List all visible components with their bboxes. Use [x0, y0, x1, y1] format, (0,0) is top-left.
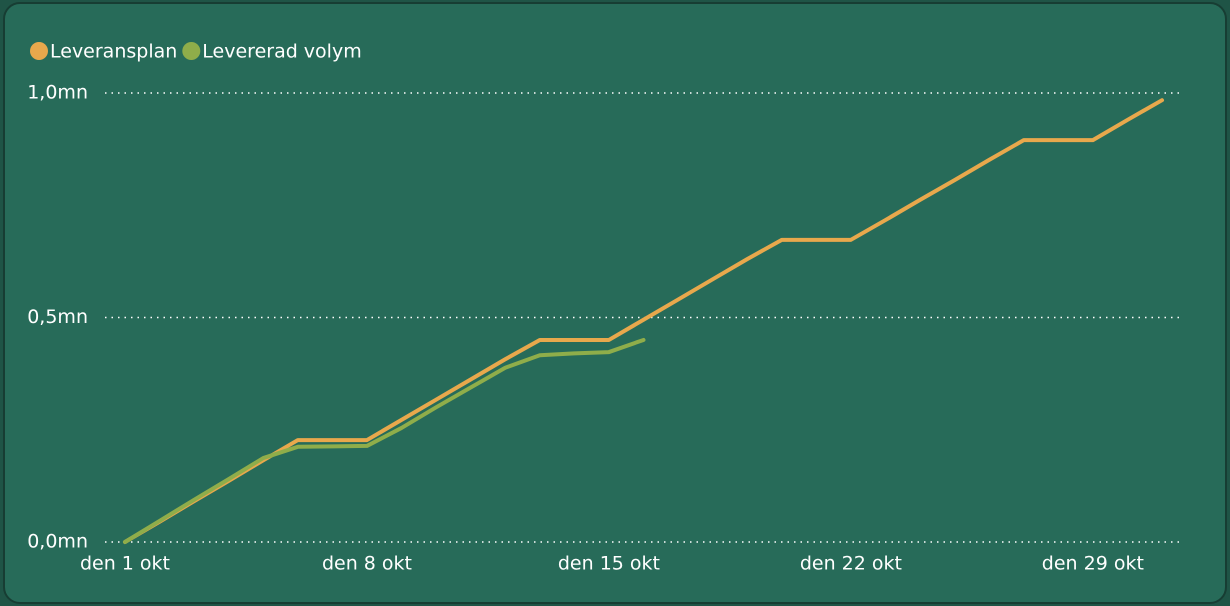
legend-swatch [30, 42, 48, 60]
y-tick-label: 1,0mn [27, 82, 88, 104]
x-tick-label: den 1 okt [80, 553, 170, 575]
x-tick-label: den 15 okt [558, 553, 660, 575]
series-line [123, 98, 1164, 544]
x-tick-label: den 29 okt [1042, 553, 1144, 575]
card [3, 2, 1227, 604]
x-tick-label: den 22 okt [800, 553, 902, 575]
series-line [123, 337, 646, 544]
legend-swatch [182, 42, 201, 60]
legend-label: Leveransplan [50, 41, 177, 63]
y-tick-label: 0,0mn [27, 531, 88, 553]
x-tick-label: den 8 okt [322, 553, 412, 575]
legend-label: Levererad volym [202, 41, 361, 63]
y-tick-label: 0,5mn [27, 306, 88, 328]
